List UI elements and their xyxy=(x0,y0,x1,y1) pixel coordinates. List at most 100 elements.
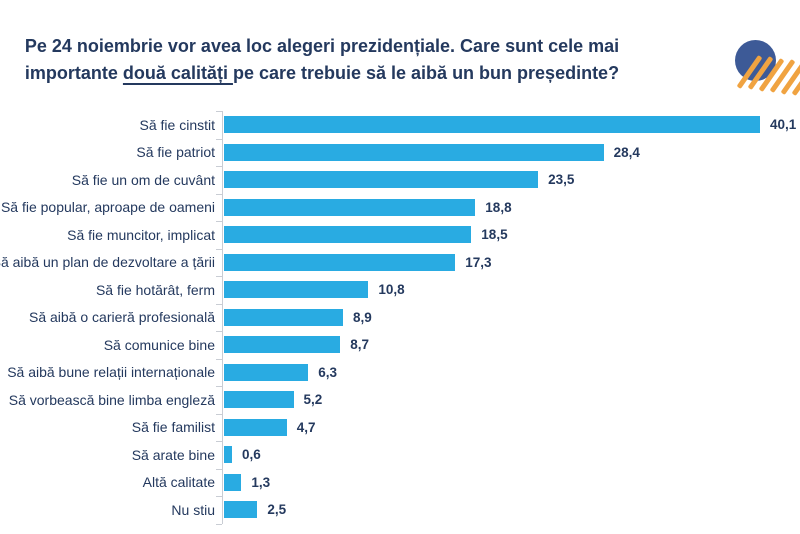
bar xyxy=(224,281,369,299)
chart-row: Să aibă o carieră profesională 8,9 xyxy=(0,304,800,332)
bar-cell: 23,5 xyxy=(224,171,575,189)
chart-row: Să aibă un plan de dezvoltare a țării 17… xyxy=(0,249,800,277)
axis-tick xyxy=(216,496,222,497)
bar xyxy=(224,143,604,161)
axis-tick xyxy=(216,468,222,470)
chart-row: Să comunice bine 8,7 xyxy=(0,331,800,359)
category-cell: Să fie popular, aproape de oameni xyxy=(0,194,215,222)
bar xyxy=(224,116,760,134)
category-cell: Să fie hotărât, ferm xyxy=(0,276,215,304)
bar-cell: 1,3 xyxy=(224,473,271,491)
bar xyxy=(224,198,476,216)
category-label: Să vorbească bine limba engleză xyxy=(8,391,215,408)
logo-stripe-icon xyxy=(758,58,785,92)
bar xyxy=(224,253,456,271)
category-label: Să fie familist xyxy=(131,419,215,436)
axis-tick xyxy=(216,331,222,332)
axis-tick xyxy=(216,111,222,112)
category-label: Să arate bine xyxy=(131,446,215,463)
title-line2-post: pe care trebuie să le aibă un bun președ… xyxy=(232,63,620,83)
logo-stripe-icon xyxy=(736,55,763,89)
value-label: 1,3 xyxy=(251,474,271,490)
category-cell: Să aibă un plan de dezvoltare a țării xyxy=(0,249,215,277)
category-cell: Să fie muncitor, implicat xyxy=(0,221,215,249)
bar-cell: 6,3 xyxy=(224,363,337,381)
category-label: Să aibă o carieră profesională xyxy=(28,309,215,326)
title-line1: Pe 24 noiembrie vor avea loc alegeri pre… xyxy=(24,36,620,56)
logo-stripe-icon xyxy=(747,56,774,90)
category-cell: Să fie familist xyxy=(0,414,215,442)
bar-chart: Să fie cinstit 40,1 Să fie patriot 28,4 xyxy=(0,111,800,525)
bar xyxy=(224,473,242,491)
axis-tick xyxy=(216,276,222,277)
value-label: 0,6 xyxy=(242,447,261,463)
axis-tick xyxy=(216,193,222,195)
category-label: Să aibă bune relații internaționale xyxy=(7,364,215,381)
bar-cell: 10,8 xyxy=(224,281,405,299)
logo-stripe-icon xyxy=(791,62,800,96)
value-label: 23,5 xyxy=(548,172,575,188)
chart-row: Să aibă bune relații internaționale 6,3 xyxy=(0,359,800,387)
axis-tick xyxy=(216,413,222,415)
bar xyxy=(224,336,341,354)
bar xyxy=(224,363,309,381)
category-cell: Altă calitate xyxy=(0,469,215,497)
value-label: 8,9 xyxy=(353,309,372,325)
chart-rows: Să fie cinstit 40,1 Să fie patriot 28,4 xyxy=(0,111,800,524)
bar-cell: 2,5 xyxy=(224,501,287,519)
logo-stripe-icon xyxy=(780,61,800,95)
logo-stripe-icon xyxy=(769,59,796,93)
bar-cell: 17,3 xyxy=(224,253,491,271)
value-label: 28,4 xyxy=(613,144,640,160)
value-label: 5,2 xyxy=(303,392,323,408)
axis-tick xyxy=(216,523,222,525)
bar-cell: 18,8 xyxy=(224,198,512,216)
category-cell: Nu stiu xyxy=(0,496,215,524)
y-axis-line xyxy=(222,111,223,524)
bar xyxy=(224,446,232,464)
chart-row: Altă calitate 1,3 xyxy=(0,469,800,497)
category-cell: Să fie un om de cuvânt xyxy=(0,166,215,194)
bar-cell: 0,6 xyxy=(224,446,261,464)
axis-tick xyxy=(216,303,222,305)
axis-tick xyxy=(216,248,222,250)
value-label: 4,7 xyxy=(296,419,316,435)
axis-tick xyxy=(216,138,222,140)
category-cell: Să fie patriot xyxy=(0,139,215,167)
category-label: Să aibă un plan de dezvoltare a țării xyxy=(0,254,215,271)
title-line2-underlined: două calități xyxy=(122,63,233,83)
category-cell: Să aibă bune relații internaționale xyxy=(0,359,215,387)
bar-cell: 8,9 xyxy=(224,308,372,326)
chart-row: Nu stiu 2,5 xyxy=(0,496,800,524)
chart-row: Să fie muncitor, implicat 18,5 xyxy=(0,221,800,249)
value-label: 40,1 xyxy=(770,117,797,133)
bar-cell: 5,2 xyxy=(224,391,323,409)
value-label: 18,5 xyxy=(481,227,508,243)
axis-tick xyxy=(216,358,222,360)
bar-cell: 18,5 xyxy=(224,226,508,244)
axis-tick xyxy=(216,441,222,442)
category-cell: Să arate bine xyxy=(0,441,215,469)
title-line2-pre: importante xyxy=(24,63,123,83)
value-label: 2,5 xyxy=(267,502,287,518)
axis-tick xyxy=(216,166,222,167)
chart-row: Să fie hotărât, ferm 10,8 xyxy=(0,276,800,304)
bar xyxy=(224,418,287,436)
category-label: Să fie un om de cuvânt xyxy=(71,171,215,188)
value-label: 10,8 xyxy=(378,282,405,298)
chart-row: Să fie un om de cuvânt 23,5 xyxy=(0,166,800,194)
value-label: 18,8 xyxy=(485,199,512,215)
chart-row: Să vorbească bine limba engleză 5,2 xyxy=(0,386,800,414)
chart-row: Să fie cinstit 40,1 xyxy=(0,111,800,139)
category-cell: Să comunice bine xyxy=(0,331,215,359)
chart-row: Să fie popular, aproape de oameni 18,8 xyxy=(0,194,800,222)
category-label: Să fie hotărât, ferm xyxy=(95,281,215,298)
chart-row: Să fie familist 4,7 xyxy=(0,414,800,442)
bar xyxy=(224,501,258,519)
bar-cell: 40,1 xyxy=(224,116,797,134)
bar-cell: 4,7 xyxy=(224,418,316,436)
bar-cell: 8,7 xyxy=(224,336,369,354)
axis-tick xyxy=(216,386,222,387)
category-label: Să fie popular, aproape de oameni xyxy=(0,199,215,216)
category-label: Altă calitate xyxy=(142,474,215,491)
